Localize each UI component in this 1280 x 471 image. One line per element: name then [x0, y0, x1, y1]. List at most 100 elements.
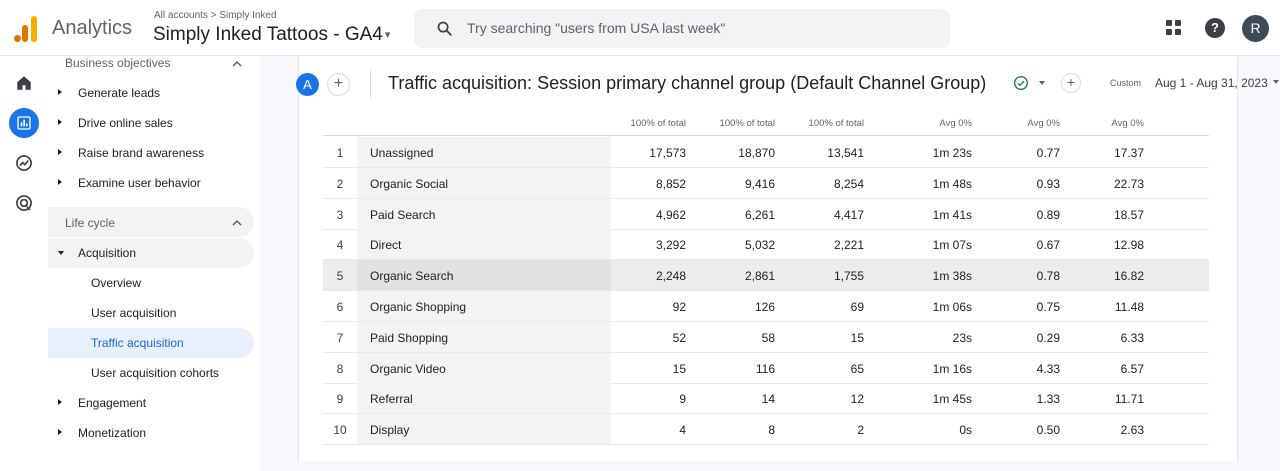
app-name: Analytics [52, 17, 133, 39]
metric-cell: 8,254 [833, 176, 864, 191]
add-comparison-button[interactable]: + [327, 73, 350, 96]
column-header[interactable]: 100% of total [630, 118, 686, 129]
home-icon[interactable] [9, 68, 39, 98]
divider [370, 70, 371, 98]
date-range-picker[interactable]: Aug 1 - Aug 31, 2023 [1155, 76, 1268, 90]
nav-item-traffic-acquisition[interactable]: Traffic acquisition [48, 328, 254, 358]
table-row[interactable]: 3 Paid Search 4,962 6,261 4,417 1m 41s 0.89 18.… [323, 198, 1209, 230]
collapse-arrow-icon [58, 251, 64, 255]
table-row[interactable]: 1 Unassigned 17,573 18,870 13,541 1m 23s 0.77 1… [323, 137, 1209, 168]
metric-cell: 15 [850, 330, 864, 345]
channel-name: Organic Social [370, 176, 449, 191]
section-business-objectives[interactable]: Business objectives [65, 56, 171, 70]
date-dropdown-icon[interactable] [1273, 80, 1279, 84]
nav-item-user-acquisition[interactable]: User acquisition [91, 306, 177, 320]
apps-grid-icon[interactable] [1166, 20, 1182, 36]
metric-cell: 0.29 [1036, 330, 1060, 345]
table-row[interactable]: 5 Organic Search 2,248 2,861 1,755 1m 38s 0.78… [323, 260, 1209, 292]
metric-cell: 13,541 [827, 146, 864, 160]
metric-cell: 16.82 [1113, 269, 1144, 284]
collapse-chevron-icon[interactable] [232, 218, 242, 228]
metric-cell: 116 [755, 361, 775, 376]
reports-icon[interactable] [9, 108, 39, 138]
title-dropdown-icon[interactable] [1039, 81, 1045, 85]
channel-name: Display [370, 423, 410, 438]
table-row[interactable]: 10 Display 4 8 2 0s 0.50 2.63 [323, 414, 1209, 446]
metric-cell: 4 [679, 423, 686, 438]
row-rank: 2 [336, 176, 344, 191]
expand-arrow-icon [58, 119, 62, 125]
metric-cell: 6.33 [1120, 330, 1144, 345]
metric-cell: 8,852 [655, 176, 686, 191]
nav-item-raise-brand-awareness[interactable]: Raise brand awareness [48, 138, 254, 168]
metric-cell: 92 [672, 300, 686, 314]
nav-item-overview[interactable]: Overview [91, 276, 142, 290]
metric-cell: 0.77 [1036, 146, 1060, 160]
help-icon[interactable]: ? [1205, 18, 1225, 38]
search-bar[interactable]: Try searching "users from USA last week" [414, 9, 950, 48]
dimension-cell-bg [357, 383, 611, 414]
date-badge: Custom [1110, 78, 1142, 88]
metric-cell: 4.33 [1036, 361, 1060, 376]
nav-item-generate-leads[interactable]: Generate leads [48, 78, 254, 108]
channel-name: Paid Search [370, 207, 436, 222]
metric-cell: 18,870 [738, 146, 775, 160]
check-circle-icon[interactable] [1013, 75, 1029, 91]
nav-item-user-acquisition-cohorts[interactable]: User acquisition cohorts [91, 366, 220, 380]
metric-cell: 0.93 [1036, 176, 1060, 191]
metric-cell: 6,261 [744, 207, 775, 222]
column-header[interactable]: 100% of total [719, 118, 775, 129]
avatar[interactable]: R [1242, 15, 1269, 42]
comparison-chip[interactable]: A [296, 73, 319, 96]
expand-arrow-icon [58, 89, 62, 95]
column-header[interactable]: Avg 0% [1027, 118, 1060, 129]
metric-cell: 6.57 [1120, 361, 1144, 376]
nav-item-monetization[interactable]: Monetization [48, 418, 254, 448]
analytics-logo-icon[interactable] [12, 14, 38, 42]
metric-cell: 2,861 [744, 269, 775, 284]
expand-arrow-icon [58, 179, 62, 185]
dimension-cell-bg [357, 414, 611, 445]
dimension-cell-bg [357, 321, 611, 352]
table-row[interactable]: 2 Organic Social 8,852 9,416 8,254 1m 48s 0.93… [323, 167, 1209, 199]
section-life-cycle-row[interactable] [48, 207, 254, 237]
metric-cell: 22.73 [1113, 176, 1144, 191]
add-report-button[interactable]: + [1061, 73, 1081, 93]
account-breadcrumb[interactable]: All accounts > Simply Inked [154, 10, 277, 21]
explore-icon[interactable] [9, 148, 39, 178]
nav-item-examine-user-behavior[interactable]: Examine user behavior [48, 168, 254, 198]
nav-item-engagement[interactable]: Engagement [48, 388, 254, 418]
metric-cell: 4,962 [655, 207, 686, 222]
metric-cell: 5,032 [744, 238, 775, 253]
nav-item-acquisition[interactable]: Acquisition [48, 238, 254, 268]
metric-cell: 1m 41s [932, 207, 972, 222]
column-header[interactable]: 100% of total [808, 118, 864, 129]
advertising-icon[interactable] [9, 188, 39, 218]
metric-cell: 11.48 [1114, 300, 1144, 314]
table-row[interactable]: 9 Referral 9 14 12 1m 45s 1.33 11.71 [323, 383, 1209, 415]
column-header[interactable]: Avg 0% [939, 118, 972, 129]
metric-cell: 126 [754, 300, 775, 314]
expand-arrow-icon [58, 149, 62, 155]
metric-cell: 1m 06s [932, 300, 972, 314]
row-rank: 6 [336, 300, 344, 314]
section-life-cycle[interactable]: Life cycle [65, 216, 116, 230]
channel-name: Organic Search [370, 269, 454, 284]
metric-cell: 58 [761, 330, 775, 345]
property-selector[interactable]: Simply Inked Tattoos - GA4 ▾ [153, 24, 390, 46]
dimension-cell-bg [357, 198, 611, 229]
metric-cell: 1,755 [833, 269, 864, 284]
table-row[interactable]: 8 Organic Video 15 116 65 1m 16s 4.33 6.57 [323, 352, 1209, 384]
channel-name: Referral [370, 392, 413, 407]
metric-cell: 4,417 [833, 207, 864, 222]
expand-arrow-icon [58, 429, 62, 435]
table-row[interactable]: 4 Direct 3,292 5,032 2,221 1m 07s 0.67 12.98 [323, 229, 1209, 261]
channel-name: Organic Shopping [370, 300, 467, 314]
table-row[interactable]: 6 Organic Shopping 92 126 69 1m 06s 0.75 11.48 [323, 291, 1209, 322]
nav-item-drive-online-sales[interactable]: Drive online sales [48, 108, 254, 138]
collapse-chevron-icon[interactable] [232, 59, 242, 69]
table-row[interactable]: 7 Paid Shopping 52 58 15 23s 0.29 6.33 [323, 321, 1209, 353]
dimension-cell-bg [357, 291, 611, 321]
metric-cell: 18.57 [1113, 207, 1144, 222]
column-header[interactable]: Avg 0% [1111, 118, 1144, 129]
